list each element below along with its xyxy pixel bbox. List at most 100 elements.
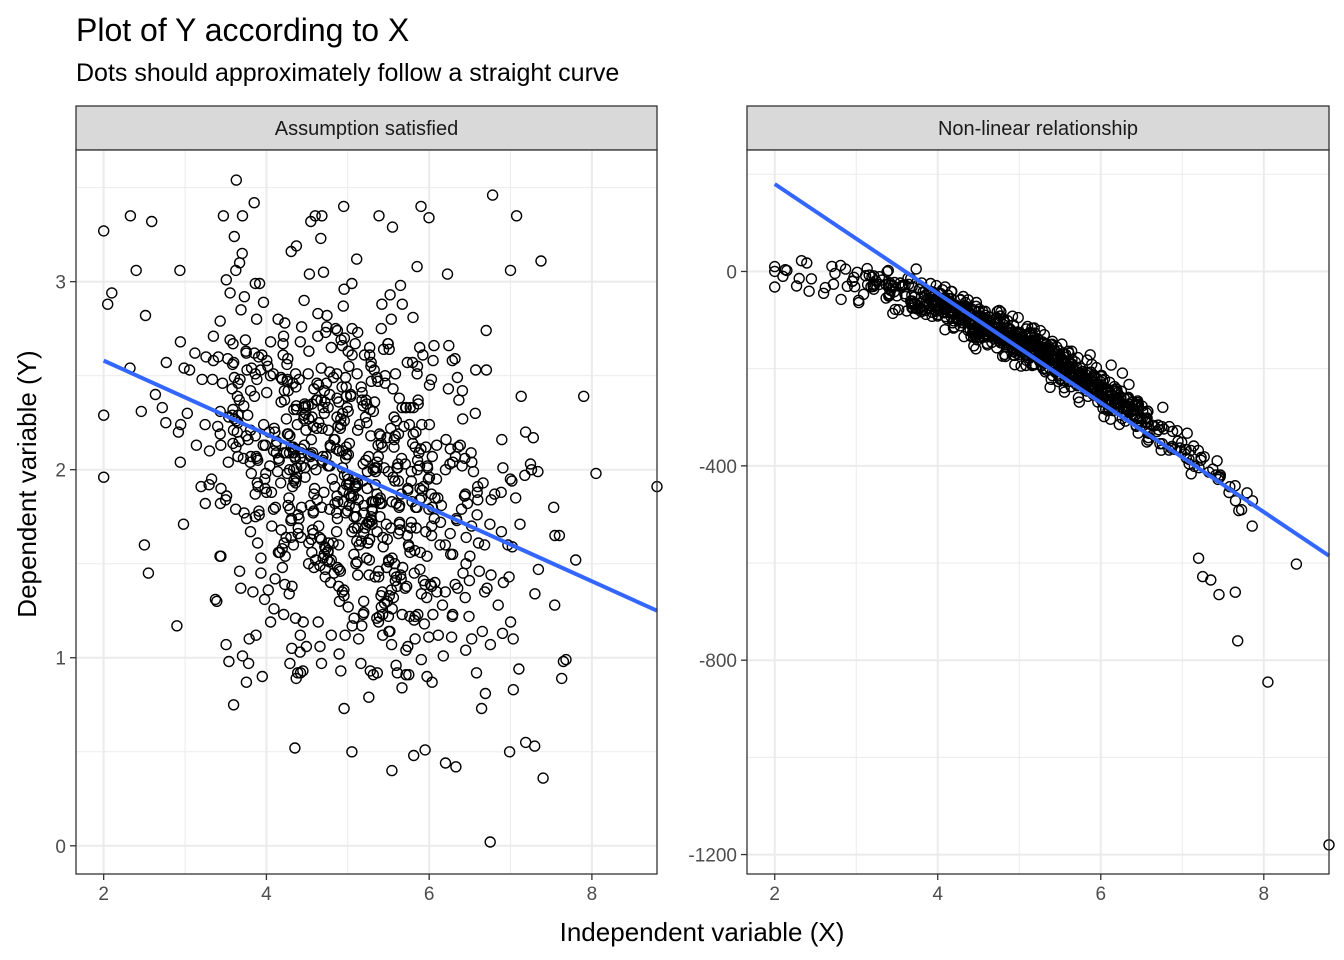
data-point — [382, 610, 395, 623]
data-point — [280, 413, 293, 425]
data-point — [1096, 387, 1109, 400]
data-point — [363, 533, 376, 545]
data-point — [407, 311, 419, 324]
data-point — [519, 426, 532, 438]
data-point — [345, 492, 357, 504]
data-point — [993, 304, 1005, 317]
data-point — [97, 225, 110, 237]
data-point — [303, 537, 315, 549]
data-point — [271, 465, 284, 478]
data-point — [172, 426, 185, 438]
data-point — [365, 356, 377, 369]
data-point — [255, 567, 267, 579]
data-point — [316, 422, 328, 434]
data-point — [504, 473, 517, 485]
data-point — [439, 757, 452, 769]
data-point — [240, 347, 253, 359]
data-point — [425, 580, 438, 592]
data-point — [457, 413, 469, 425]
data-point — [777, 270, 789, 282]
data-point — [819, 281, 831, 294]
data-point — [321, 321, 333, 333]
data-point — [868, 270, 880, 282]
data-point — [303, 268, 316, 280]
data-point — [472, 537, 485, 549]
data-point — [495, 486, 507, 498]
data-point — [803, 285, 815, 297]
data-point — [434, 516, 447, 528]
data-point — [1072, 391, 1085, 404]
data-point — [303, 345, 315, 357]
data-point — [1185, 468, 1197, 480]
data-point — [181, 407, 194, 419]
data-point — [1233, 504, 1245, 517]
data-point — [277, 349, 289, 361]
data-point — [249, 488, 261, 500]
data-point — [211, 420, 224, 433]
data-point — [404, 610, 416, 623]
data-point — [486, 189, 499, 201]
data-point — [1026, 334, 1038, 346]
data-point — [195, 480, 207, 493]
data-point — [237, 452, 250, 465]
data-point — [549, 529, 561, 542]
data-point — [377, 608, 389, 621]
data-point — [289, 742, 301, 754]
data-point — [455, 503, 468, 515]
data-point — [243, 633, 255, 645]
data-point — [1192, 552, 1205, 564]
data-point — [475, 702, 488, 715]
data-point — [298, 413, 310, 425]
data-point — [497, 462, 509, 474]
data-point — [436, 599, 449, 611]
data-point — [250, 629, 262, 641]
data-point — [513, 663, 525, 675]
data-point — [261, 386, 273, 399]
data-point — [910, 302, 922, 315]
x-tick-label: 2 — [98, 884, 109, 905]
data-point — [279, 578, 291, 591]
data-point — [227, 699, 240, 711]
data-point — [199, 497, 212, 510]
data-point — [417, 480, 430, 493]
data-point — [306, 524, 319, 536]
data-point — [339, 629, 351, 641]
data-point — [412, 608, 424, 621]
data-point — [235, 304, 247, 316]
y-tick-label: 1 — [55, 649, 66, 670]
data-point — [1096, 374, 1109, 386]
facet-strip-label: Assumption satisfied — [275, 118, 458, 140]
data-point — [883, 290, 895, 302]
data-point — [227, 437, 239, 450]
data-point — [478, 539, 491, 551]
data-point — [524, 458, 537, 470]
data-point — [425, 373, 438, 386]
data-point — [444, 443, 456, 455]
data-point — [386, 221, 399, 233]
data-point — [315, 533, 327, 545]
data-point — [444, 527, 456, 540]
data-point — [288, 473, 301, 485]
data-point — [1262, 676, 1274, 688]
data-point — [338, 702, 350, 715]
data-point — [245, 450, 257, 463]
data-point — [430, 473, 443, 485]
data-point — [298, 294, 310, 307]
data-point — [97, 409, 110, 421]
data-point — [229, 503, 242, 515]
data-point — [420, 526, 432, 538]
data-point — [510, 210, 523, 222]
data-point — [227, 338, 239, 350]
data-point — [269, 501, 282, 513]
data-point — [450, 761, 462, 773]
data-point — [307, 507, 319, 519]
data-point — [409, 610, 421, 623]
data-point — [254, 364, 267, 376]
data-point — [214, 428, 226, 440]
chart-title: Plot of Y according to X — [76, 12, 410, 48]
data-point — [240, 676, 253, 688]
data-point — [398, 420, 410, 433]
data-point — [306, 411, 318, 423]
data-point — [405, 522, 417, 534]
data-point — [399, 458, 411, 470]
